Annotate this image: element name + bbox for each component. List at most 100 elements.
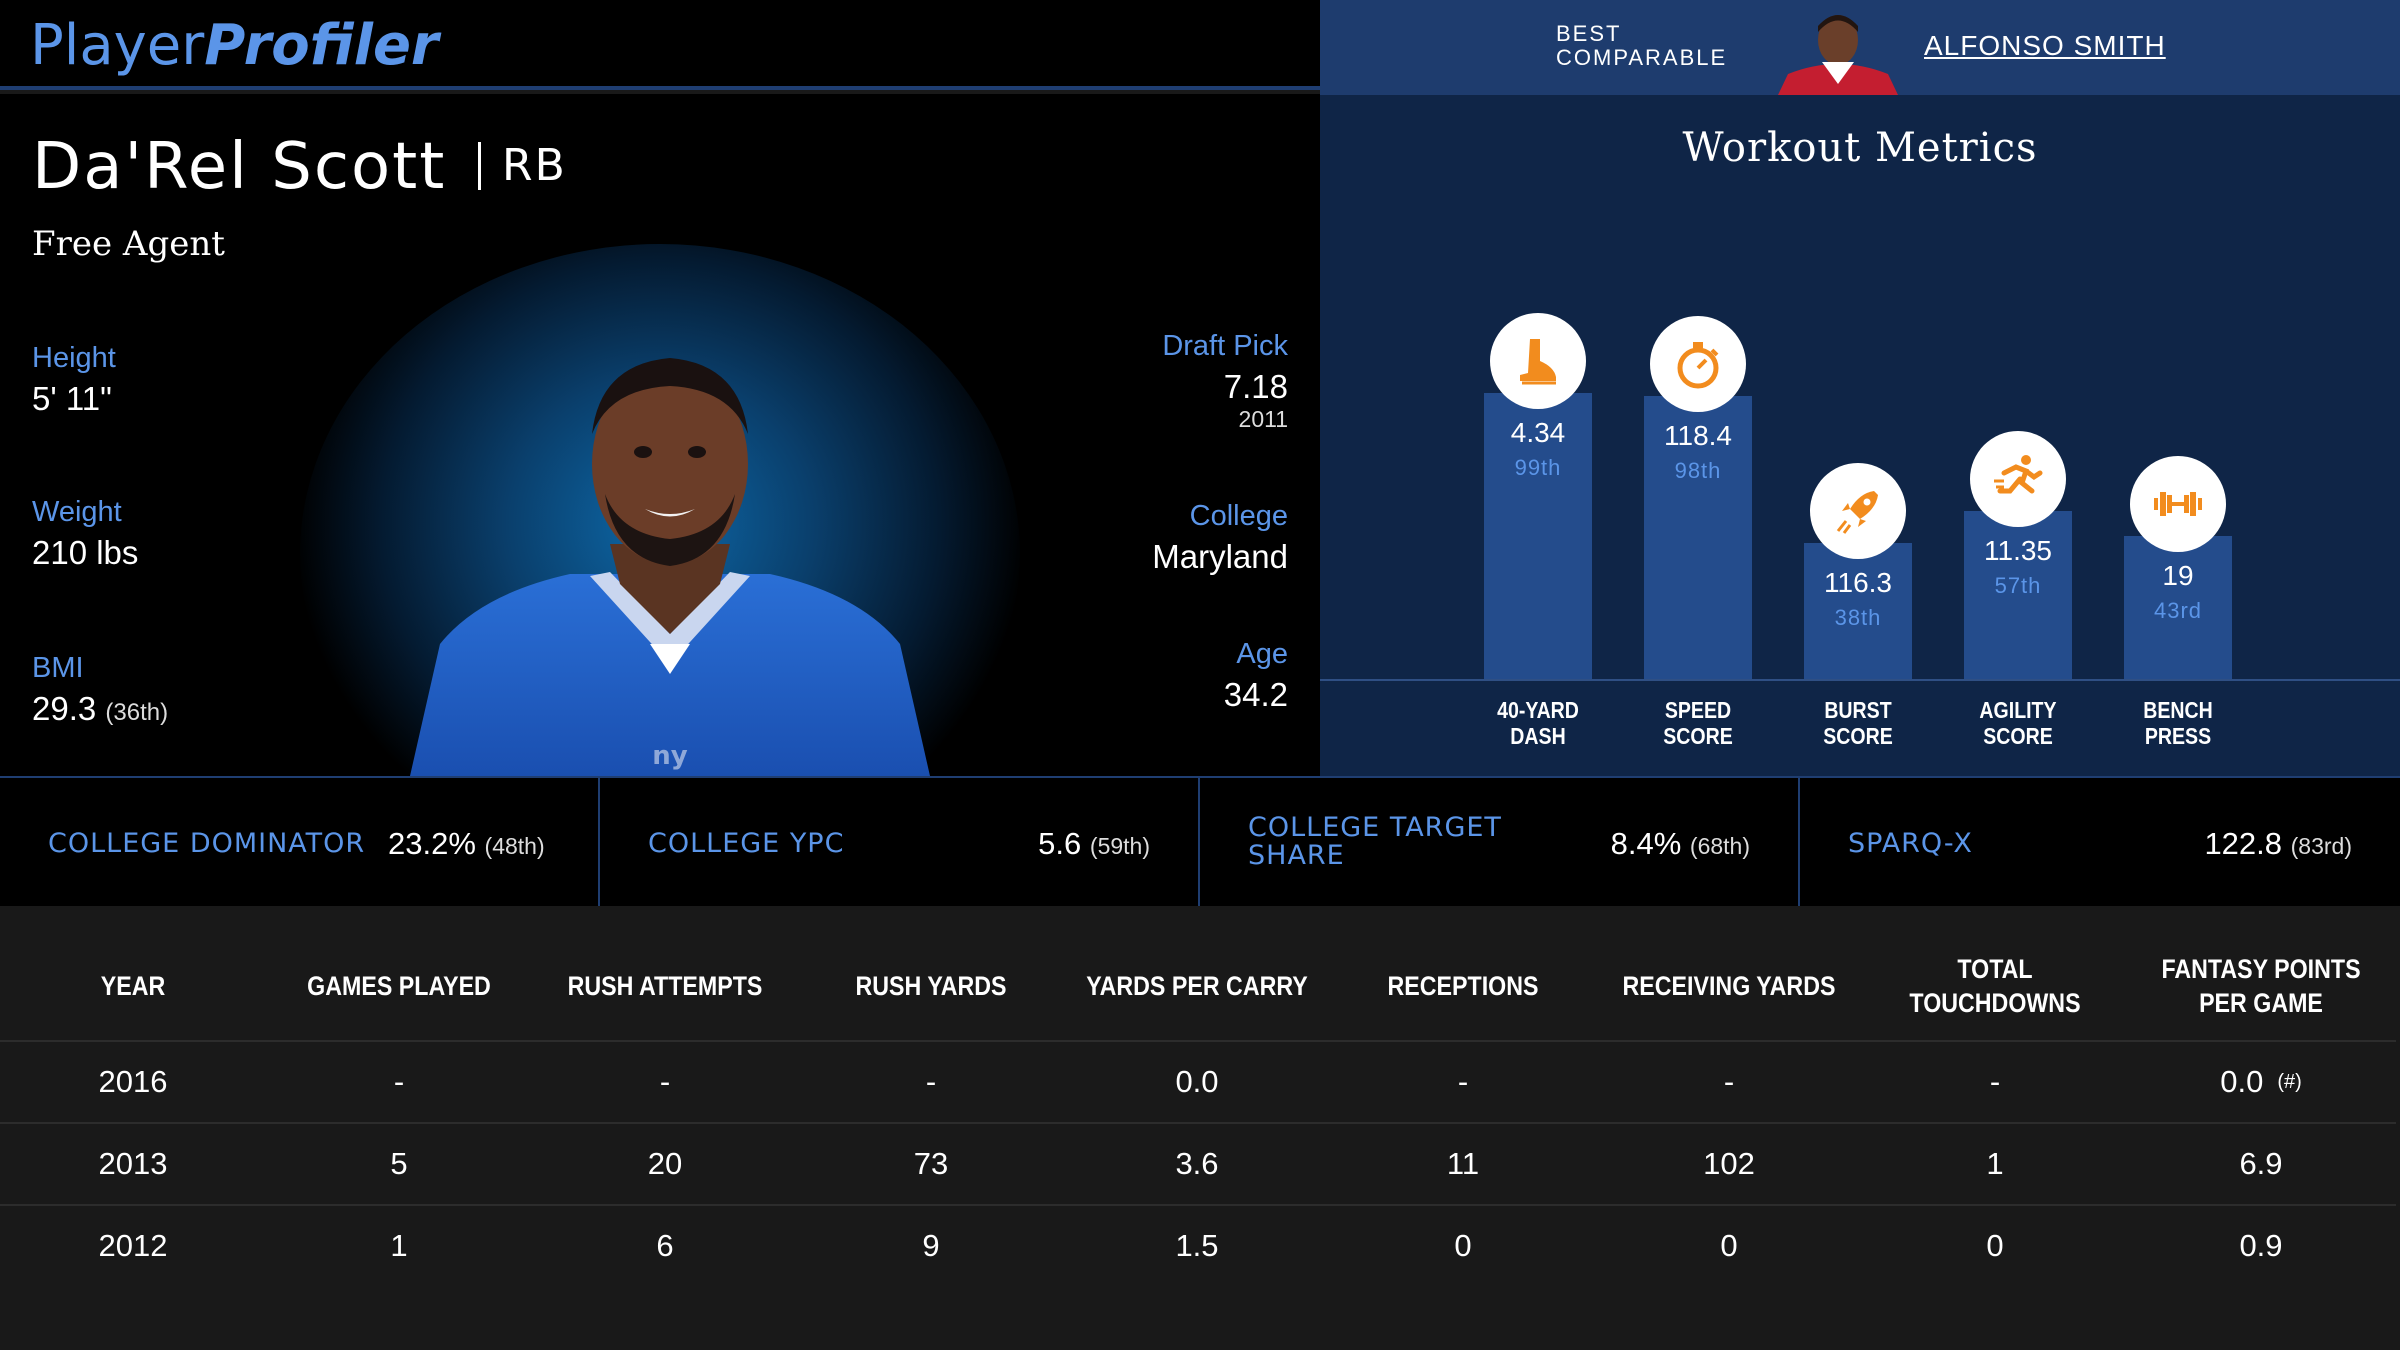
metric-bar-agility-score	[1964, 510, 2072, 679]
header-total-touchdowns[interactable]: TOTAL TOUCHDOWNS	[1909, 954, 2081, 1018]
college-value: Maryland	[1152, 538, 1288, 575]
player-profiler-logo[interactable]: PlayerProfiler	[30, 14, 439, 78]
header-receptions[interactable]: RECEPTIONS	[1387, 971, 1539, 1001]
cell-receptions: 11	[1446, 1146, 1480, 1181]
stopwatch-icon	[1650, 316, 1746, 413]
sparq-x-cell: SPARQ-X 122.8 (83rd)	[1800, 778, 2400, 906]
svg-text:ny: ny	[652, 741, 688, 771]
cell-fantasy-points: 0.9	[2239, 1228, 2283, 1263]
metric-label-40-yard-dash: 40-YARD DASH	[1497, 697, 1579, 749]
comparable-player-avatar[interactable]	[1778, 4, 1898, 95]
metric-percentile-speed-score: 98th	[1674, 458, 1722, 484]
metric-value-speed-score: 118.4	[1664, 420, 1732, 452]
cell-rush-attempts: -	[659, 1064, 671, 1099]
best-comparable-label: BEST COMPARABLE	[1556, 21, 1728, 70]
college-ypc-cell: COLLEGE YPC 5.6 (59th)	[600, 778, 1200, 906]
college-stats-strip: COLLEGE DOMINATOR 23.2% (48th) COLLEGE Y…	[0, 776, 2400, 906]
table-header-row: YEAR GAMES PLAYED RUSH ATTEMPTS RUSH YAR…	[0, 936, 2396, 1036]
metric-percentile-40-yard-dash: 99th	[1514, 454, 1562, 480]
metric-bar-40-yard-dash	[1484, 392, 1592, 679]
college-label: College	[1189, 500, 1288, 532]
college-target-share-value: 8.4% (68th)	[1610, 826, 1750, 861]
metric-label-burst-score: BURST SCORE	[1823, 697, 1893, 749]
cell-games-played: 1	[390, 1228, 408, 1263]
metric-label-speed-score: SPEED SCORE	[1663, 697, 1733, 749]
height-value: 5' 11"	[32, 380, 112, 417]
cell-total-touchdowns: -	[1989, 1064, 2001, 1099]
metric-label-agility-score: AGILITY SCORE	[1979, 697, 2057, 749]
cell-total-touchdowns: 0	[1986, 1228, 2004, 1263]
shoe-icon	[1490, 312, 1586, 409]
cell-rush-attempts: 6	[656, 1228, 674, 1263]
logo-text-profiler: Profiler	[204, 13, 439, 78]
runner-icon	[1970, 430, 2066, 527]
cell-rush-yards: -	[925, 1064, 937, 1099]
logo-text-player: Player	[30, 13, 205, 78]
cell-yards-per-carry: 0.0	[1175, 1064, 1219, 1099]
metric-value-burst-score: 116.3	[1824, 567, 1892, 598]
team-status: Free Agent	[32, 224, 225, 264]
top-bar: PlayerProfiler	[0, 0, 1320, 90]
metric-percentile-agility-score: 57th	[1994, 572, 2042, 598]
cell-receptions: -	[1457, 1064, 1469, 1099]
college-ypc-value: 5.6 (59th)	[1038, 826, 1150, 861]
weight-label: Weight	[32, 496, 122, 528]
player-info-panel: ny Da'Rel Scott RB Free Agent Height 5' …	[0, 94, 1320, 776]
header-fantasy-points-per-game[interactable]: FANTASY POINTS PER GAME	[2161, 954, 2361, 1018]
college-dominator-label[interactable]: COLLEGE DOMINATOR	[48, 828, 366, 859]
rank-note: (#)	[2277, 1070, 2302, 1093]
header-yards-per-carry[interactable]: YARDS PER CARRY	[1086, 971, 1308, 1001]
draft-year: 2011	[1238, 406, 1288, 432]
table-row: 2016 - - - 0.0 - - - 0.0 (#)	[0, 1040, 2396, 1122]
cell-year: 2012	[98, 1228, 168, 1263]
weight-value: 210 lbs	[32, 534, 139, 571]
cell-rush-yards: 9	[922, 1228, 940, 1263]
sparq-x-label[interactable]: SPARQ-X	[1848, 828, 1973, 859]
header-rush-yards[interactable]: RUSH YARDS	[855, 971, 1007, 1001]
cell-games-played: -	[393, 1064, 405, 1099]
metric-value-bench-press: 19	[2162, 559, 2194, 591]
best-comparable-link[interactable]: ALFONSO SMITH	[1924, 30, 2166, 61]
metric-percentile-bench-press: 43rd	[2153, 597, 2203, 623]
header-year[interactable]: YEAR	[100, 971, 166, 1001]
metric-percentile-burst-score: 38th	[1834, 605, 1882, 630]
cell-receiving-yards: 0	[1720, 1228, 1738, 1263]
college-dominator-cell: COLLEGE DOMINATOR 23.2% (48th)	[0, 778, 600, 906]
header-games-played[interactable]: GAMES PLAYED	[307, 971, 491, 1001]
college-ypc-label[interactable]: COLLEGE YPC	[648, 828, 845, 859]
metric-label-bench-press: BENCH PRESS	[2143, 697, 2213, 749]
cell-games-played: 5	[390, 1146, 408, 1181]
bmi-rank: (36th)	[105, 699, 169, 726]
player-position: RB	[502, 140, 567, 191]
height-label: Height	[32, 342, 116, 374]
bmi-value: 29.3 (36th)	[32, 690, 168, 728]
workout-metrics-title: Workout Metrics	[1682, 125, 2038, 171]
name-position-divider	[478, 142, 481, 190]
college-target-share-cell: COLLEGE TARGET SHARE 8.4% (68th)	[1200, 778, 1800, 906]
cell-rush-yards: 73	[913, 1146, 949, 1181]
barbell-icon	[2130, 455, 2226, 552]
metrics-baseline	[1320, 679, 2400, 681]
header-rush-attempts[interactable]: RUSH ATTEMPTS	[567, 971, 763, 1001]
cell-rush-attempts: 20	[647, 1146, 683, 1181]
draft-pick-label: Draft Pick	[1162, 330, 1288, 362]
cell-yards-per-carry: 1.5	[1175, 1228, 1219, 1263]
college-dominator-value: 23.2% (48th)	[388, 826, 545, 861]
cell-fantasy-points: 0.0 (#)	[2220, 1064, 2302, 1099]
header-receiving-yards[interactable]: RECEIVING YARDS	[1622, 971, 1836, 1001]
metric-bar-speed-score	[1644, 396, 1752, 679]
cell-total-touchdowns: 1	[1986, 1146, 2004, 1181]
player-name: Da'Rel Scott	[32, 130, 447, 204]
metric-bar-bench-press	[2124, 535, 2232, 679]
draft-pick-value: 7.18	[1223, 368, 1288, 405]
age-label: Age	[1236, 638, 1288, 670]
cell-receiving-yards: -	[1723, 1064, 1735, 1099]
table-row: 2012 1 6 9 1.5 0 0 0 0.9	[0, 1204, 2396, 1286]
metric-bar-burst-score	[1804, 543, 1912, 679]
college-target-share-label[interactable]: COLLEGE TARGET SHARE	[1248, 812, 1502, 871]
cell-fantasy-points: 6.9	[2239, 1146, 2283, 1181]
cell-year: 2013	[98, 1146, 168, 1181]
cell-year: 2016	[98, 1064, 168, 1099]
metric-value-40-yard-dash: 4.34	[1510, 416, 1566, 448]
age-value: 34.2	[1223, 676, 1288, 713]
